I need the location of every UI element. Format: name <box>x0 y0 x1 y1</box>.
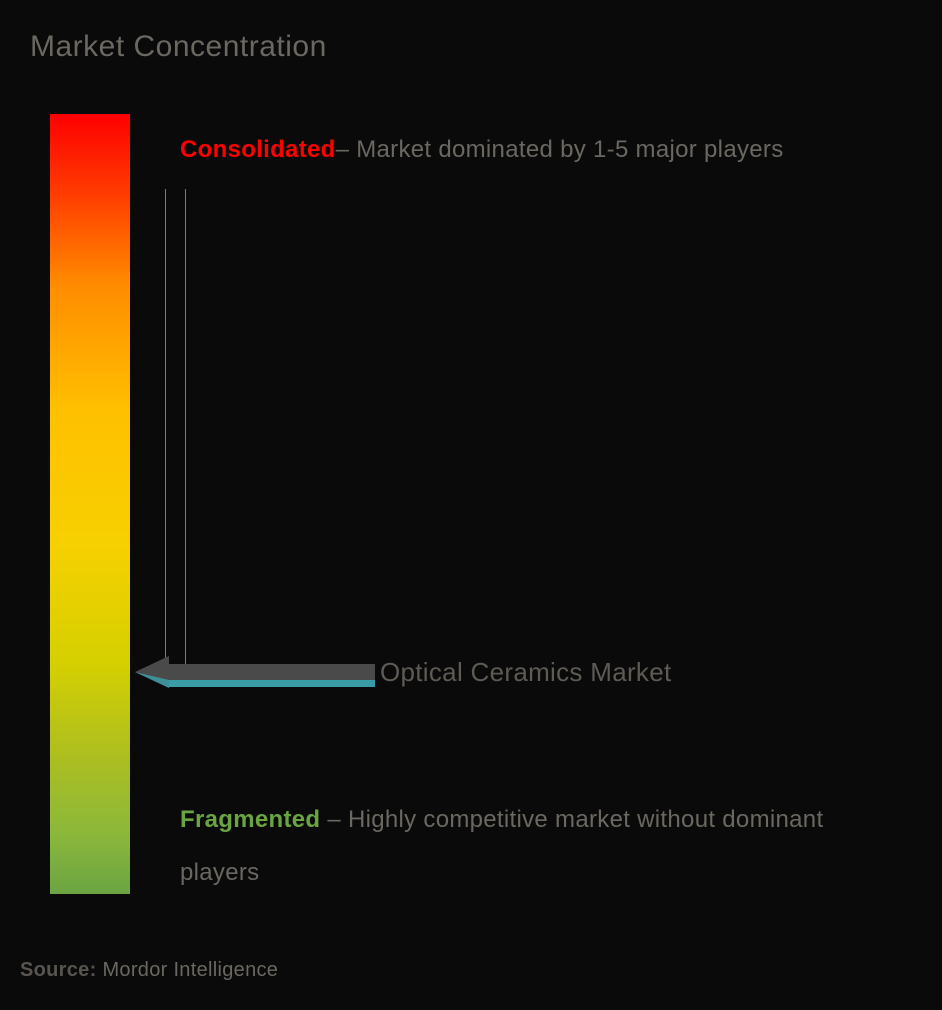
fragmented-description: Fragmented – Highly competitive market w… <box>180 794 872 900</box>
source-prefix: Source: <box>20 959 97 981</box>
consolidated-keyword: Consolidated <box>180 136 336 163</box>
concentration-gradient-bar <box>50 114 130 894</box>
leader-line-2 <box>185 189 186 669</box>
consolidated-rest: – Market dominated by 1-5 major players <box>336 136 784 163</box>
infographic-container: Market Concentration Consolidated– <box>0 0 942 1010</box>
source-name: Mordor Intelligence <box>102 959 278 981</box>
consolidated-description: Consolidated– Market dominated by 1-5 ma… <box>180 124 872 177</box>
fragmented-keyword: Fragmented <box>180 806 320 833</box>
source-attribution: Source: Mordor Intelligence <box>20 959 278 982</box>
leader-line-1 <box>165 189 166 669</box>
leader-lines <box>160 189 200 669</box>
chart-area: Consolidated– Market dominated by 1-5 ma… <box>30 114 912 914</box>
market-pointer-label: Optical Ceramics Market <box>380 654 672 690</box>
chart-title: Market Concentration <box>30 30 912 64</box>
pointer-arrow <box>135 654 375 690</box>
